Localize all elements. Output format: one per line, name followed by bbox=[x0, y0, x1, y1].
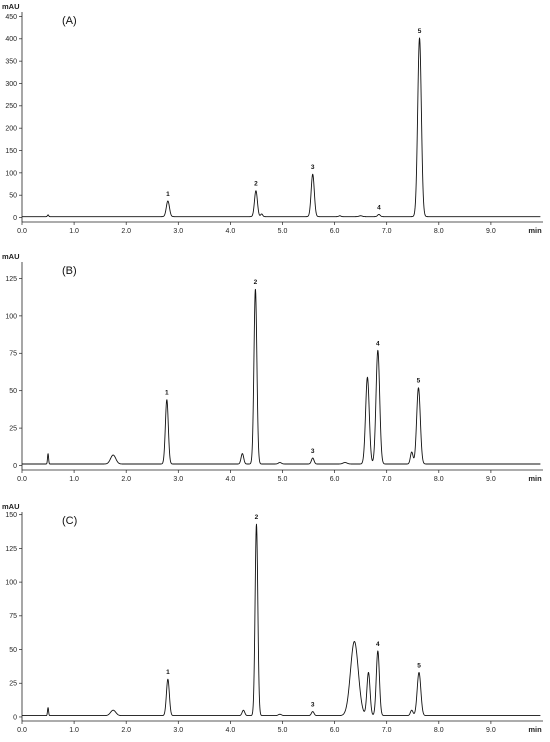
y-tick-label-a: 0 bbox=[13, 215, 17, 222]
x-tick-label-a: 0.0 bbox=[17, 228, 27, 235]
x-tick-label-c: 9.0 bbox=[486, 727, 496, 734]
y-tick-label-b: 75 bbox=[9, 351, 17, 358]
y-tick-label-a: 400 bbox=[5, 36, 17, 43]
peak-label-c-2: 2 bbox=[255, 514, 259, 521]
y-tick-label-c: 150 bbox=[5, 512, 17, 519]
peak-label-a-1: 1 bbox=[166, 191, 170, 198]
y-tick-label-a: 200 bbox=[5, 126, 17, 133]
chart-panel-a: 0 50 100 150 200 250 300 350 400 450 0.0 1.0 2.0 3.0 4… bbox=[2, 2, 543, 235]
y-tick-label-c: 100 bbox=[5, 580, 17, 587]
x-tick-label-a: 7.0 bbox=[382, 228, 392, 235]
y-tick-label-b: 100 bbox=[5, 313, 17, 320]
y-tick-label-a: 300 bbox=[5, 81, 17, 88]
x-tick-label-a: 5.0 bbox=[278, 228, 288, 235]
x-tick-label-b: 1.0 bbox=[69, 476, 79, 483]
x-tick-label-c: 5.0 bbox=[278, 727, 288, 734]
x-tick-label-c: 7.0 bbox=[382, 727, 392, 734]
x-tick-label-a: 8.0 bbox=[434, 228, 444, 235]
y-tick-label-a: 100 bbox=[5, 170, 17, 177]
y-tick-label-a: 250 bbox=[5, 103, 17, 110]
y-tick-label-b: 25 bbox=[9, 426, 17, 433]
y-tick-label-c: 125 bbox=[5, 546, 17, 553]
peak-label-b-3: 3 bbox=[311, 448, 315, 455]
chromatogram-trace-a bbox=[21, 37, 541, 218]
y-tick-label-c: 75 bbox=[9, 613, 17, 620]
x-tick-label-b: 8.0 bbox=[434, 476, 444, 483]
x-tick-label-c: 2.0 bbox=[121, 727, 131, 734]
y-axis-unit-c: mAU bbox=[2, 502, 20, 511]
y-tick-label-a: 50 bbox=[9, 193, 17, 200]
y-tick-label-c: 0 bbox=[13, 714, 17, 721]
peak-label-c-5: 5 bbox=[417, 662, 421, 669]
peak-label-c-3: 3 bbox=[311, 702, 315, 709]
x-tick-label-b: 3.0 bbox=[173, 476, 183, 483]
y-axis-unit-a: mAU bbox=[2, 2, 20, 11]
y-tick-label-b: 50 bbox=[9, 388, 17, 395]
x-tick-label-b: 9.0 bbox=[486, 476, 496, 483]
peak-label-b-1: 1 bbox=[165, 390, 169, 397]
peak-label-a-4: 4 bbox=[377, 204, 381, 211]
peak-label-c-1: 1 bbox=[166, 669, 170, 676]
x-tick-label-b: 0.0 bbox=[17, 476, 27, 483]
x-tick-label-b: 7.0 bbox=[382, 476, 392, 483]
y-tick-label-b: 0 bbox=[13, 463, 17, 470]
x-axis-unit-a: min bbox=[528, 226, 542, 235]
x-axis-unit-b: min bbox=[528, 474, 542, 483]
peak-label-b-4: 4 bbox=[376, 340, 380, 347]
x-tick-label-b: 6.0 bbox=[330, 476, 340, 483]
x-tick-label-a: 6.0 bbox=[330, 228, 340, 235]
x-tick-label-a: 2.0 bbox=[121, 228, 131, 235]
x-axis-unit-c: min bbox=[528, 725, 542, 734]
x-tick-label-c: 8.0 bbox=[434, 727, 444, 734]
chromatogram-trace-c bbox=[21, 523, 541, 717]
peak-label-a-2: 2 bbox=[254, 181, 258, 188]
x-tick-label-a: 1.0 bbox=[69, 228, 79, 235]
x-tick-label-c: 4.0 bbox=[226, 727, 236, 734]
x-tick-label-b: 5.0 bbox=[278, 476, 288, 483]
x-tick-label-a: 9.0 bbox=[486, 228, 496, 235]
x-tick-label-a: 3.0 bbox=[173, 228, 183, 235]
x-tick-label-c: 0.0 bbox=[17, 727, 27, 734]
x-tick-label-a: 4.0 bbox=[226, 228, 236, 235]
x-tick-label-b: 4.0 bbox=[226, 476, 236, 483]
y-tick-label-c: 25 bbox=[9, 681, 17, 688]
y-tick-label-c: 50 bbox=[9, 647, 17, 654]
x-tick-label-c: 6.0 bbox=[330, 727, 340, 734]
peak-label-b-5: 5 bbox=[417, 378, 421, 385]
peak-label-a-3: 3 bbox=[311, 164, 315, 171]
y-axis-unit-b: mAU bbox=[2, 252, 20, 261]
x-tick-label-c: 1.0 bbox=[69, 727, 79, 734]
chromatogram-trace-b bbox=[21, 288, 541, 465]
x-tick-label-b: 2.0 bbox=[121, 476, 131, 483]
panel-label-a: (A) bbox=[62, 15, 77, 27]
y-tick-label-b: 125 bbox=[5, 276, 17, 283]
peak-label-a-5: 5 bbox=[418, 28, 422, 35]
y-tick-label-a: 350 bbox=[5, 59, 17, 66]
peak-label-c-4: 4 bbox=[376, 641, 380, 648]
y-tick-label-a: 450 bbox=[5, 14, 17, 21]
peak-label-b-2: 2 bbox=[254, 279, 258, 286]
panel-label-b: (B) bbox=[62, 265, 77, 277]
y-tick-label-a: 150 bbox=[5, 148, 17, 155]
panel-label-c: (C) bbox=[62, 515, 77, 527]
x-tick-label-c: 3.0 bbox=[173, 727, 183, 734]
